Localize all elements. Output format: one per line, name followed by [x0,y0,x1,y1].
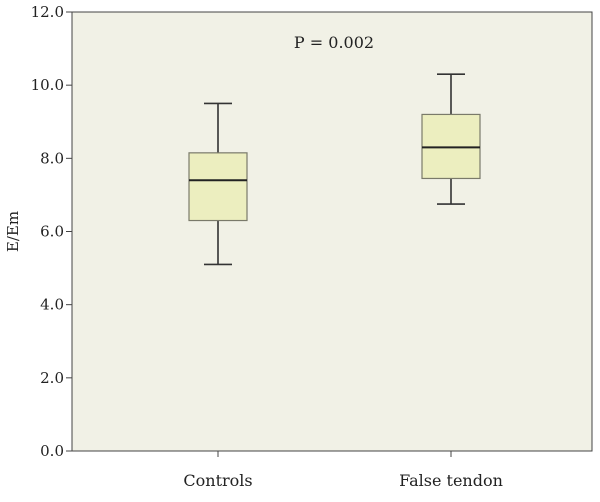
y-tick-label: 10.0 [31,76,64,94]
y-tick-label: 6.0 [40,223,64,241]
interquartile-box [188,152,248,222]
y-tick-label: 2.0 [40,369,64,387]
p-value-annotation: P = 0.002 [294,33,374,52]
box-controls [188,102,248,266]
y-tick-label: 12.0 [31,3,64,21]
box-false-tendon [421,73,481,205]
y-axis: 0.0 2.0 4.0 6.0 8.0 10.0 12.0 [31,3,72,460]
x-category-label: False tendon [399,471,503,490]
plot-area [71,11,593,452]
y-tick-label: 0.0 [40,442,64,460]
y-tick-label: 8.0 [40,149,64,167]
x-axis: Controls False tendon [183,451,503,490]
y-axis-title: E/Em [4,211,22,252]
y-tick-label: 4.0 [40,296,64,314]
box-series [188,73,481,266]
x-category-label: Controls [183,471,252,490]
